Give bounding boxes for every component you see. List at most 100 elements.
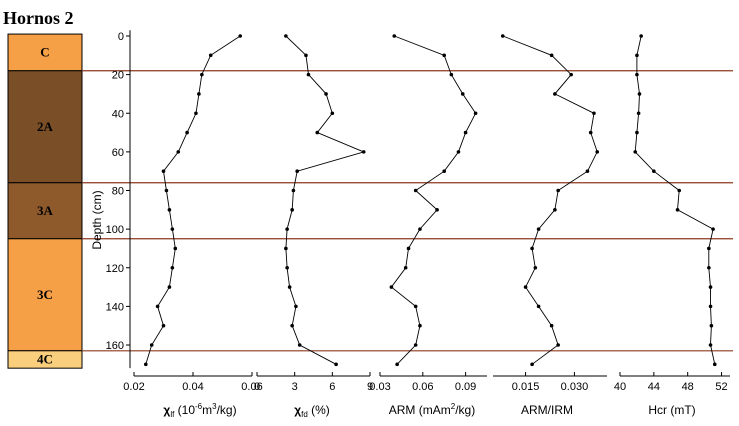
data-point xyxy=(533,265,538,270)
data-point xyxy=(449,72,454,77)
profile-panels: 0.02 0.04 0.06 χlf (10-6m3/kg) 0 3 6 9 χfd (%) 0.… xyxy=(123,34,730,419)
depth-tick-label: 80 xyxy=(112,186,124,198)
data-point xyxy=(334,362,338,367)
panel-arm: 0.03 0.06 0.09 ARM (mAm2/kg) xyxy=(369,34,487,417)
data-point xyxy=(197,92,201,96)
data-point xyxy=(167,285,172,289)
data-point xyxy=(361,150,366,154)
depth-tick-label: 140 xyxy=(106,301,124,313)
depth-axis: 0 20 40 60 80 100 120 140 160 xyxy=(106,30,131,369)
data-point xyxy=(569,72,573,77)
panel-chi-lf: 0.02 0.04 0.06 χlf (10-6m3/kg) xyxy=(123,34,263,419)
horizon-label: 3A xyxy=(37,203,54,218)
data-point xyxy=(403,265,408,270)
data-point xyxy=(637,92,642,96)
horizon-boundary-lines xyxy=(82,70,733,352)
data-point xyxy=(389,285,394,289)
data-point xyxy=(290,323,294,328)
data-point xyxy=(463,130,468,135)
x-tick-label: 0.015 xyxy=(512,381,540,393)
data-point xyxy=(185,130,189,135)
data-point xyxy=(306,72,311,77)
data-point xyxy=(536,227,541,231)
x-tick-label: 40 xyxy=(614,381,626,393)
data-point xyxy=(294,304,298,309)
x-tick-label: 48 xyxy=(682,381,694,393)
data-point xyxy=(707,265,711,270)
data-point xyxy=(304,53,308,58)
site-title: Hornos 2 xyxy=(3,8,74,28)
horizon-band-3c xyxy=(7,238,83,352)
data-point xyxy=(238,34,242,38)
data-point xyxy=(287,285,292,289)
data-point xyxy=(330,111,335,116)
data-point xyxy=(460,92,465,96)
data-point xyxy=(149,343,154,347)
series-line xyxy=(634,35,716,365)
data-point xyxy=(677,188,682,193)
data-point xyxy=(167,208,172,212)
data-point xyxy=(585,169,590,173)
data-point xyxy=(295,169,299,173)
x-tick-label: 0.02 xyxy=(123,381,144,393)
data-point xyxy=(164,188,169,193)
data-point xyxy=(418,323,422,328)
data-point xyxy=(536,304,541,309)
data-point xyxy=(500,34,505,38)
data-point xyxy=(285,227,289,231)
depth-tick-label: 40 xyxy=(112,108,124,120)
data-point xyxy=(144,362,148,367)
data-point xyxy=(284,34,288,38)
data-point xyxy=(635,130,639,135)
data-point xyxy=(285,265,289,270)
x-tick-label: 0.04 xyxy=(182,381,203,393)
soil-horizon-column: C 2A 3A 3C 4C xyxy=(7,33,83,369)
data-point xyxy=(549,53,554,58)
data-point xyxy=(708,304,713,309)
data-point xyxy=(633,150,638,154)
depth-tick-label: 20 xyxy=(112,70,124,82)
data-point xyxy=(473,111,478,116)
horizon-label: 3C xyxy=(37,287,53,302)
data-point xyxy=(170,227,175,231)
data-point xyxy=(595,150,600,154)
data-point xyxy=(176,150,181,154)
horizon-band-3a xyxy=(7,182,83,240)
data-point xyxy=(709,323,714,328)
data-point xyxy=(675,208,680,212)
data-point xyxy=(395,362,399,367)
data-point xyxy=(556,343,560,347)
x-tick-label: 0.06 xyxy=(412,381,433,393)
x-axis-title: ARM/IRM xyxy=(521,403,573,417)
x-axis-title: χlf (10-6m3/kg) xyxy=(163,402,236,419)
data-point xyxy=(636,111,641,116)
panel-chi-fd: 0 3 6 9 χfd (%) xyxy=(254,34,373,419)
x-tick-label: 0.06 xyxy=(241,381,262,393)
depth-tick-label: 120 xyxy=(106,263,124,275)
depth-axis-title: Depth (cm) xyxy=(90,190,104,249)
data-point xyxy=(549,323,554,328)
data-point xyxy=(406,246,411,251)
horizon-band-2a xyxy=(7,70,83,184)
data-point xyxy=(530,362,534,367)
x-tick-label: 9 xyxy=(367,381,373,393)
data-point xyxy=(413,188,418,193)
depth-tick-label: 0 xyxy=(118,31,124,43)
data-point xyxy=(435,208,439,212)
data-point xyxy=(588,130,593,135)
data-point xyxy=(315,130,320,135)
depth-tick-label: 100 xyxy=(106,224,124,236)
x-tick-label: 44 xyxy=(648,381,660,393)
data-point xyxy=(592,111,596,116)
panel-arm-irm: 0.015 0.030 ARM/IRM xyxy=(493,34,607,417)
x-axis-title: ARM (mAm2/kg) xyxy=(389,402,475,417)
data-point xyxy=(523,285,528,289)
series-line xyxy=(145,35,241,365)
x-axis-title: χfd (%) xyxy=(294,403,330,419)
series-line xyxy=(502,35,598,365)
data-point xyxy=(553,92,557,96)
series-line xyxy=(285,35,366,365)
data-point xyxy=(155,304,160,309)
horizon-label: 4C xyxy=(37,351,53,366)
data-point xyxy=(553,208,557,212)
